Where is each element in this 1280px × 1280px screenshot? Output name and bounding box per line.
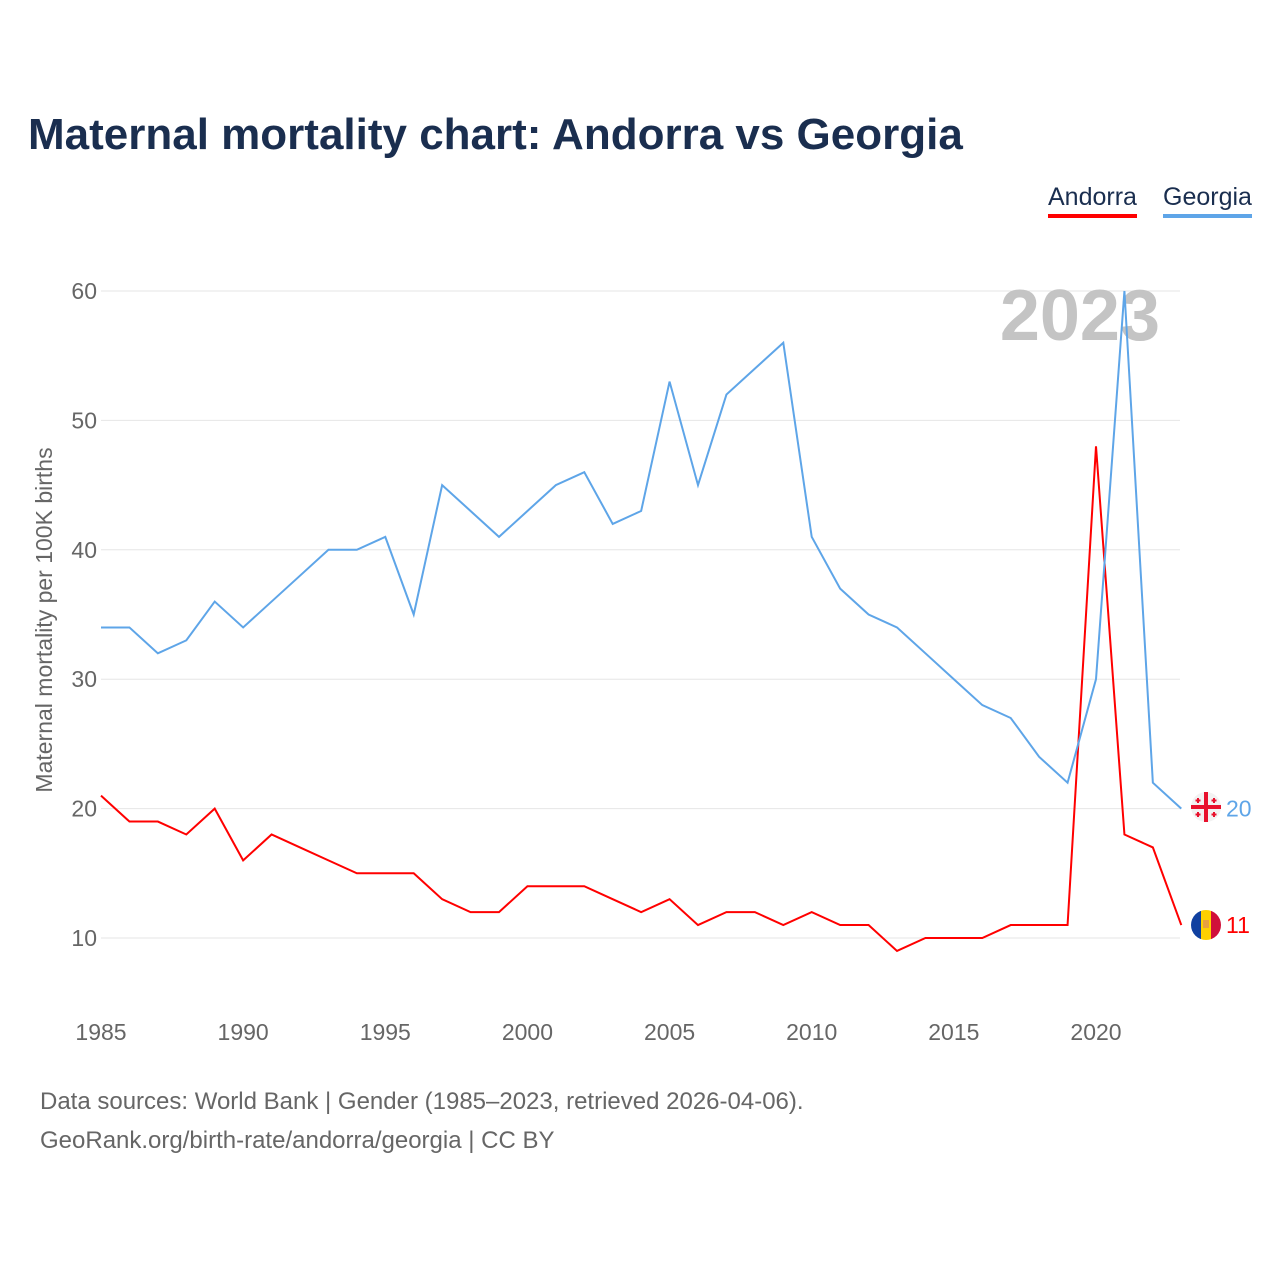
andorra-flag-icon <box>1191 910 1221 940</box>
y-tick-label: 10 <box>71 925 97 951</box>
footer-sources: Data sources: World Bank | Gender (1985–… <box>40 1088 804 1115</box>
y-tick-label: 60 <box>71 278 97 304</box>
y-tick-label: 50 <box>71 407 97 433</box>
series-line-georgia <box>101 290 1182 810</box>
y-tick-label: 40 <box>71 537 97 563</box>
series-line-andorra <box>100 446 1183 953</box>
georgia-flag-icon <box>1191 792 1221 822</box>
legend-georgia[interactable]: Georgia <box>1163 183 1252 218</box>
x-tick-label: 2005 <box>644 1019 695 1045</box>
legend-andorra[interactable]: Andorra <box>1048 183 1137 218</box>
x-tick-label: 2000 <box>502 1019 553 1045</box>
x-tick-label: 2010 <box>786 1019 837 1045</box>
x-tick-label: 1995 <box>360 1019 411 1045</box>
x-tick-label: 2015 <box>928 1019 979 1045</box>
y-tick-label: 30 <box>71 666 97 692</box>
chart-title: Maternal mortality chart: Andorra vs Geo… <box>28 110 963 159</box>
x-tick-label: 1985 <box>75 1019 126 1045</box>
footer-link[interactable]: GeoRank.org/birth-rate/andorra/georgia |… <box>40 1127 555 1154</box>
x-tick-label: 2020 <box>1070 1019 1121 1045</box>
y-tick-label: 20 <box>71 796 97 822</box>
x-tick-label: 1990 <box>218 1019 269 1045</box>
y-axis-label: Maternal mortality per 100K births <box>31 447 57 792</box>
end-label-andorra: 11 <box>1226 912 1250 938</box>
year-watermark: 2023 <box>1000 276 1160 356</box>
end-label-georgia: 20 <box>1226 796 1252 822</box>
